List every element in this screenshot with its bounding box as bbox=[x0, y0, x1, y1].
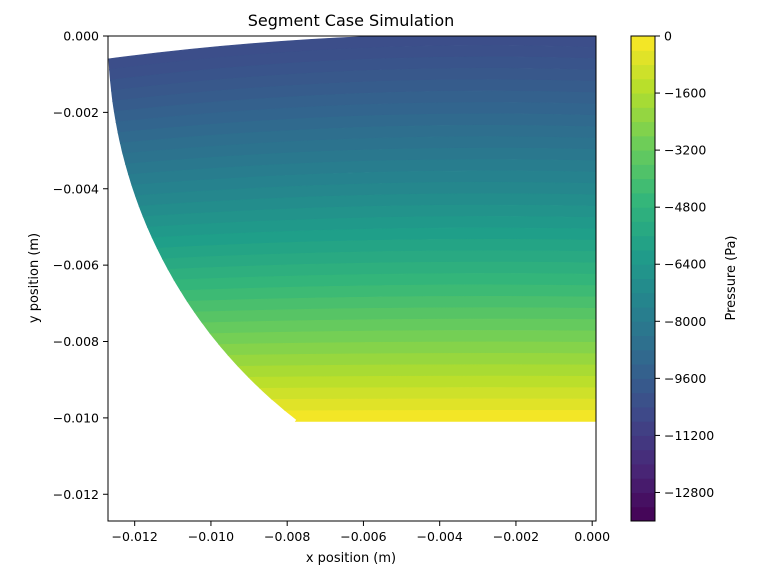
colorbar-segment bbox=[631, 150, 655, 165]
colorbar-tick-label: −1600 bbox=[664, 86, 706, 101]
contour-band bbox=[108, 398, 596, 413]
colorbar-segment bbox=[631, 378, 655, 394]
y-tick-label: −0.006 bbox=[53, 258, 99, 273]
colorbar-segment bbox=[631, 307, 655, 322]
y-tick-label: −0.008 bbox=[53, 334, 99, 349]
colorbar-tick-label: 0 bbox=[664, 29, 672, 44]
colorbar-segment bbox=[631, 392, 655, 408]
y-tick-label: −0.010 bbox=[53, 410, 99, 425]
x-axis: −0.012 −0.010 −0.008 −0.006 −0.004 −0.002 0.00… bbox=[112, 521, 610, 544]
colorbar-segment bbox=[631, 78, 655, 94]
y-tick-label: −0.004 bbox=[53, 181, 99, 196]
y-tick-label: −0.002 bbox=[53, 105, 99, 120]
colorbar-tick-label: −11200 bbox=[664, 428, 714, 443]
x-tick-label: −0.006 bbox=[340, 529, 386, 544]
colorbar-segment bbox=[631, 192, 655, 208]
x-tick-label: 0.000 bbox=[574, 529, 610, 544]
colorbar-segment bbox=[631, 492, 655, 508]
colorbar-segment bbox=[631, 121, 655, 137]
colorbar-segment bbox=[631, 264, 655, 279]
colorbar-tick-label: −9600 bbox=[664, 371, 706, 386]
colorbar-segment bbox=[631, 221, 655, 237]
x-tick-label: −0.002 bbox=[493, 529, 539, 544]
colorbar-segment bbox=[631, 292, 655, 308]
colorbar-segment bbox=[631, 463, 655, 479]
colorbar-segment bbox=[631, 178, 655, 194]
x-tick-label: −0.008 bbox=[264, 529, 310, 544]
colorbar-segment bbox=[631, 235, 655, 251]
colorbar-segment bbox=[631, 64, 655, 80]
x-axis-label: x position (m) bbox=[306, 551, 396, 566]
colorbar-tick-label: −8000 bbox=[664, 314, 706, 329]
colorbar-segment bbox=[631, 406, 655, 422]
colorbar-segment bbox=[631, 335, 655, 351]
colorbar-segment bbox=[631, 321, 655, 337]
colorbar-tick-label: −12800 bbox=[664, 485, 714, 500]
colorbar-segment bbox=[631, 278, 655, 294]
y-tick-label: 0.000 bbox=[63, 29, 99, 44]
chart-title: Segment Case Simulation bbox=[248, 11, 455, 30]
colorbar-segment bbox=[631, 36, 655, 51]
contour-band bbox=[108, 410, 596, 422]
colorbar-segment bbox=[631, 478, 655, 493]
colorbar-segment bbox=[631, 364, 655, 379]
colorbar: 0 −1600 −3200 −4800 −6400 −8000 −9600 −11200 −12… bbox=[630, 29, 714, 522]
x-tick-label: −0.004 bbox=[417, 529, 463, 544]
plot-frame bbox=[107, 35, 597, 522]
x-tick-label: −0.012 bbox=[112, 529, 158, 544]
colorbar-segment bbox=[631, 349, 655, 365]
y-axis: 0.000 −0.002 −0.004 −0.006 −0.008 −0.010 −0.01… bbox=[53, 29, 108, 502]
colorbar-segment bbox=[631, 435, 655, 451]
colorbar-segment bbox=[631, 249, 655, 265]
colorbar-tick-label: −3200 bbox=[664, 143, 706, 158]
colorbar-segment bbox=[631, 164, 655, 180]
colorbar-segment bbox=[631, 50, 655, 66]
x-tick-label: −0.010 bbox=[188, 529, 234, 544]
colorbar-segment bbox=[631, 107, 655, 123]
y-axis-label: y position (m) bbox=[27, 233, 42, 323]
plot-area bbox=[108, 36, 596, 422]
colorbar-segment bbox=[631, 421, 655, 436]
colorbar-tick-label: −4800 bbox=[664, 200, 706, 215]
colorbar-segment bbox=[631, 506, 655, 522]
colorbar-frame bbox=[630, 35, 656, 522]
y-tick-label: −0.012 bbox=[53, 487, 99, 502]
colorbar-segment bbox=[631, 207, 655, 222]
contour-bands bbox=[108, 36, 596, 422]
colorbar-label: Pressure (Pa) bbox=[724, 235, 739, 320]
colorbar-tick-label: −6400 bbox=[664, 257, 706, 272]
colorbar-segment bbox=[631, 449, 655, 465]
colorbar-segment bbox=[631, 135, 655, 151]
colorbar-segment bbox=[631, 93, 655, 108]
